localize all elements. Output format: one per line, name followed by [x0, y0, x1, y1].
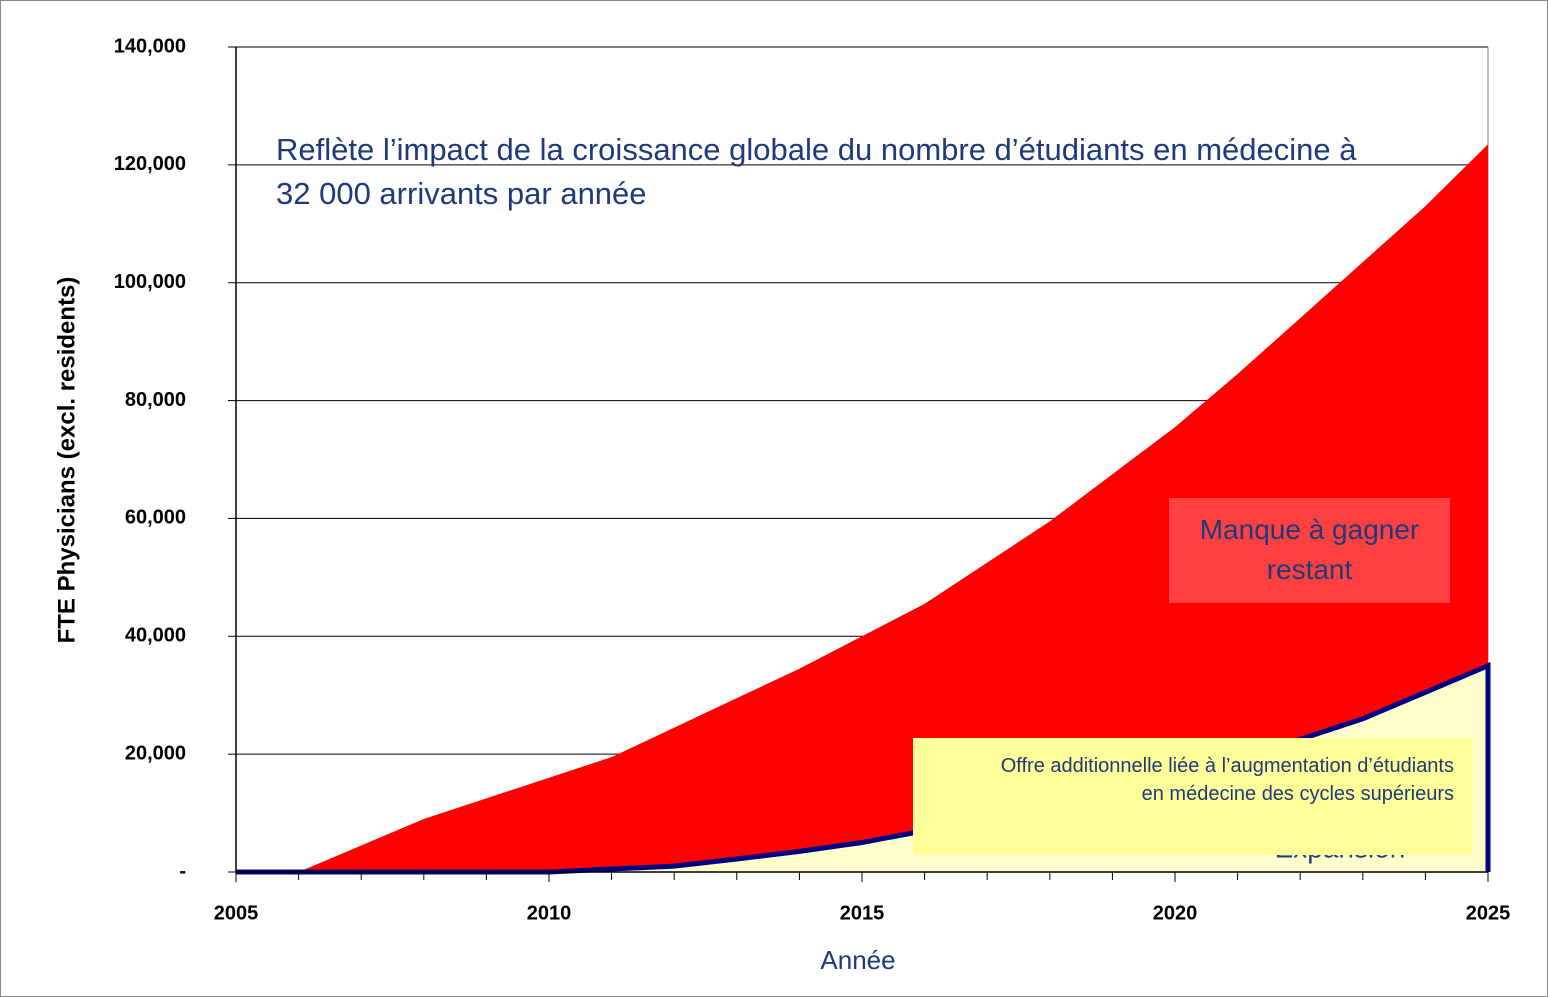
y-tick-label: 40,000: [125, 625, 186, 647]
y-tick-label: -: [179, 860, 186, 882]
y-tick-label: 140,000: [114, 35, 186, 57]
area: [236, 144, 1488, 872]
x-tick-label: 2025: [1466, 902, 1511, 924]
y-tick-label: 80,000: [125, 389, 186, 411]
x-tick-label: 2010: [527, 902, 572, 924]
series-label: Offre additionnelle liée à l’augmentatio…: [913, 738, 1472, 855]
annotation: Reflète l’impact de la croissance global…: [276, 132, 1357, 211]
y-tick-label: 100,000: [114, 271, 186, 293]
x-tick-label: 2005: [214, 902, 259, 924]
y-tick-label: 120,000: [114, 153, 186, 175]
y-tick-label: 60,000: [125, 507, 186, 529]
x-tick-label: 2015: [840, 902, 885, 924]
y-tick-label: 20,000: [125, 742, 186, 764]
y-axis-label: FTE Physicians (excl. residents): [53, 277, 80, 644]
x-tick-label: 2020: [1153, 902, 1198, 924]
series-label: Manque à gagner restant: [1169, 498, 1450, 603]
x-axis-label: Année: [820, 945, 896, 975]
